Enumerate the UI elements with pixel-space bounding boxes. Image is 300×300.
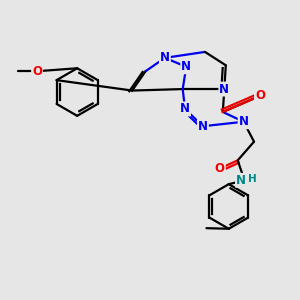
Text: N: N	[181, 60, 191, 73]
Text: H: H	[248, 174, 257, 184]
Text: N: N	[180, 103, 190, 116]
Text: O: O	[255, 89, 265, 102]
Text: O: O	[32, 65, 42, 78]
Text: N: N	[236, 174, 246, 187]
Text: N: N	[160, 51, 170, 64]
Text: N: N	[219, 82, 229, 96]
Text: O: O	[215, 162, 225, 175]
Text: N: N	[238, 115, 249, 128]
Text: N: N	[198, 120, 208, 133]
